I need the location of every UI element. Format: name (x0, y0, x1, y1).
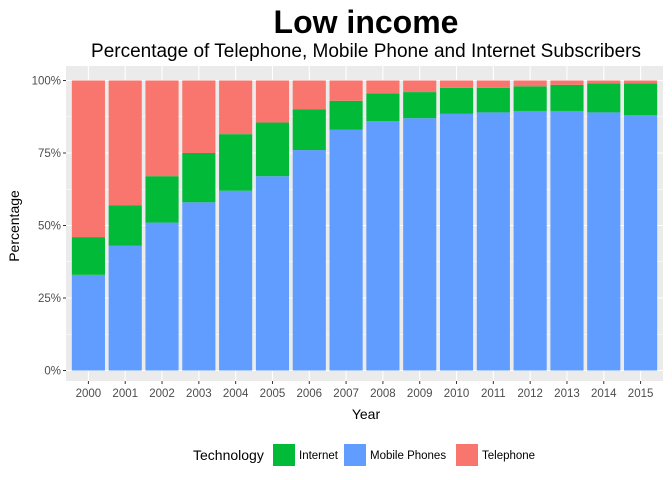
bar-2013-telephone (550, 80, 584, 85)
bar-2004-telephone (219, 80, 253, 135)
bar-2012-internet (513, 86, 547, 111)
bar-2003-internet (182, 153, 216, 203)
bar-2004-mobile-phones (219, 190, 253, 371)
bar-2001-internet (108, 205, 142, 246)
bar-2014-telephone (587, 80, 621, 84)
x-tick-label-2000: 2000 (76, 388, 102, 400)
legend-label-telephone: Telephone (482, 450, 535, 462)
bar-2008-mobile-phones (366, 121, 400, 371)
legend-label-mobile-phones: Mobile Phones (370, 450, 446, 462)
bar-2010-internet (439, 87, 474, 114)
bar-2003-mobile-phones (182, 202, 216, 371)
bar-2008-telephone (366, 80, 400, 94)
x-axis: 2000 2001 2002 2003 2004 2005 2006 2007 2008 2009… (76, 381, 654, 400)
chart-subtitle: Percentage of Telephone, Mobile Phone an… (91, 41, 641, 62)
bar-2012-mobile-phones (513, 110, 547, 371)
bar-2014-internet (587, 83, 621, 113)
legend-label-internet: Internet (299, 450, 339, 462)
legend-title: Technology (193, 447, 264, 463)
bar-2007-telephone (329, 80, 363, 101)
x-tick-label-2006: 2006 (296, 388, 322, 400)
x-tick-label-2007: 2007 (333, 388, 359, 400)
bars (71, 80, 658, 371)
bar-2000-internet (71, 237, 105, 275)
bar-2001-mobile-phones (108, 245, 142, 371)
x-tick-label-2012: 2012 (517, 388, 543, 400)
y-tick-label-1: 25% (38, 293, 61, 305)
bar-2010-telephone (439, 80, 474, 88)
bar-2002-internet (145, 176, 179, 223)
bar-2002-telephone (145, 80, 179, 177)
bar-2004-internet (219, 134, 253, 191)
bar-2012-telephone (513, 80, 547, 87)
y-tick-label-3: 75% (38, 148, 61, 160)
bar-2011-internet (476, 87, 510, 113)
legend: Technology Internet Mobile Phones Telephone (193, 444, 535, 466)
x-tick-label-2004: 2004 (223, 388, 249, 400)
y-axis-label: Percentage (6, 190, 22, 262)
bar-2009-internet (403, 92, 437, 119)
bar-2010-mobile-phones (439, 113, 474, 371)
bar-2003-telephone (182, 80, 216, 153)
bar-2011-telephone (476, 80, 510, 88)
x-tick-label-2005: 2005 (260, 388, 286, 400)
y-tick-label-0: 0% (44, 366, 61, 378)
x-tick-label-2013: 2013 (554, 388, 580, 400)
chart-title: Low income (274, 4, 459, 40)
bar-2013-mobile-phones (550, 110, 584, 371)
bar-2005-telephone (255, 80, 290, 123)
bar-2013-internet (550, 84, 584, 111)
bar-2006-telephone (292, 80, 326, 110)
bar-2015-internet (624, 83, 658, 116)
x-tick-label-2010: 2010 (444, 388, 470, 400)
bar-2011-mobile-phones (476, 112, 510, 371)
bar-2000-mobile-phones (71, 274, 105, 371)
legend-swatch-internet (273, 444, 295, 466)
bar-2015-telephone (624, 80, 658, 84)
x-axis-label: Year (352, 406, 381, 422)
x-tick-label-2002: 2002 (149, 388, 175, 400)
bar-2000-telephone (71, 80, 105, 238)
legend-swatch-mobile-phones (344, 444, 366, 466)
bar-2007-mobile-phones (329, 129, 363, 371)
bar-2008-internet (366, 93, 400, 122)
bar-2005-mobile-phones (255, 176, 290, 371)
bar-2002-mobile-phones (145, 222, 179, 371)
legend-swatch-telephone (456, 444, 478, 466)
x-tick-label-2009: 2009 (407, 388, 433, 400)
bar-2001-telephone (108, 80, 142, 206)
bar-2006-internet (292, 109, 326, 151)
x-tick-label-2015: 2015 (628, 388, 654, 400)
x-tick-label-2008: 2008 (370, 388, 396, 400)
bar-2015-mobile-phones (624, 115, 658, 371)
y-tick-label-4: 100% (32, 76, 61, 88)
bar-2007-internet (329, 100, 363, 130)
x-tick-label-2011: 2011 (481, 388, 506, 400)
bar-2005-internet (255, 122, 290, 177)
bar-2009-telephone (403, 80, 437, 93)
y-tick-label-2: 50% (38, 221, 61, 233)
bar-2014-mobile-phones (587, 112, 621, 371)
x-tick-label-2001: 2001 (112, 388, 138, 400)
y-axis: 0% 25% 50% 75% 100% (32, 76, 66, 378)
x-tick-label-2014: 2014 (591, 388, 617, 400)
x-tick-label-2003: 2003 (186, 388, 212, 400)
bar-2009-mobile-phones (403, 118, 437, 371)
bar-2006-mobile-phones (292, 150, 326, 371)
